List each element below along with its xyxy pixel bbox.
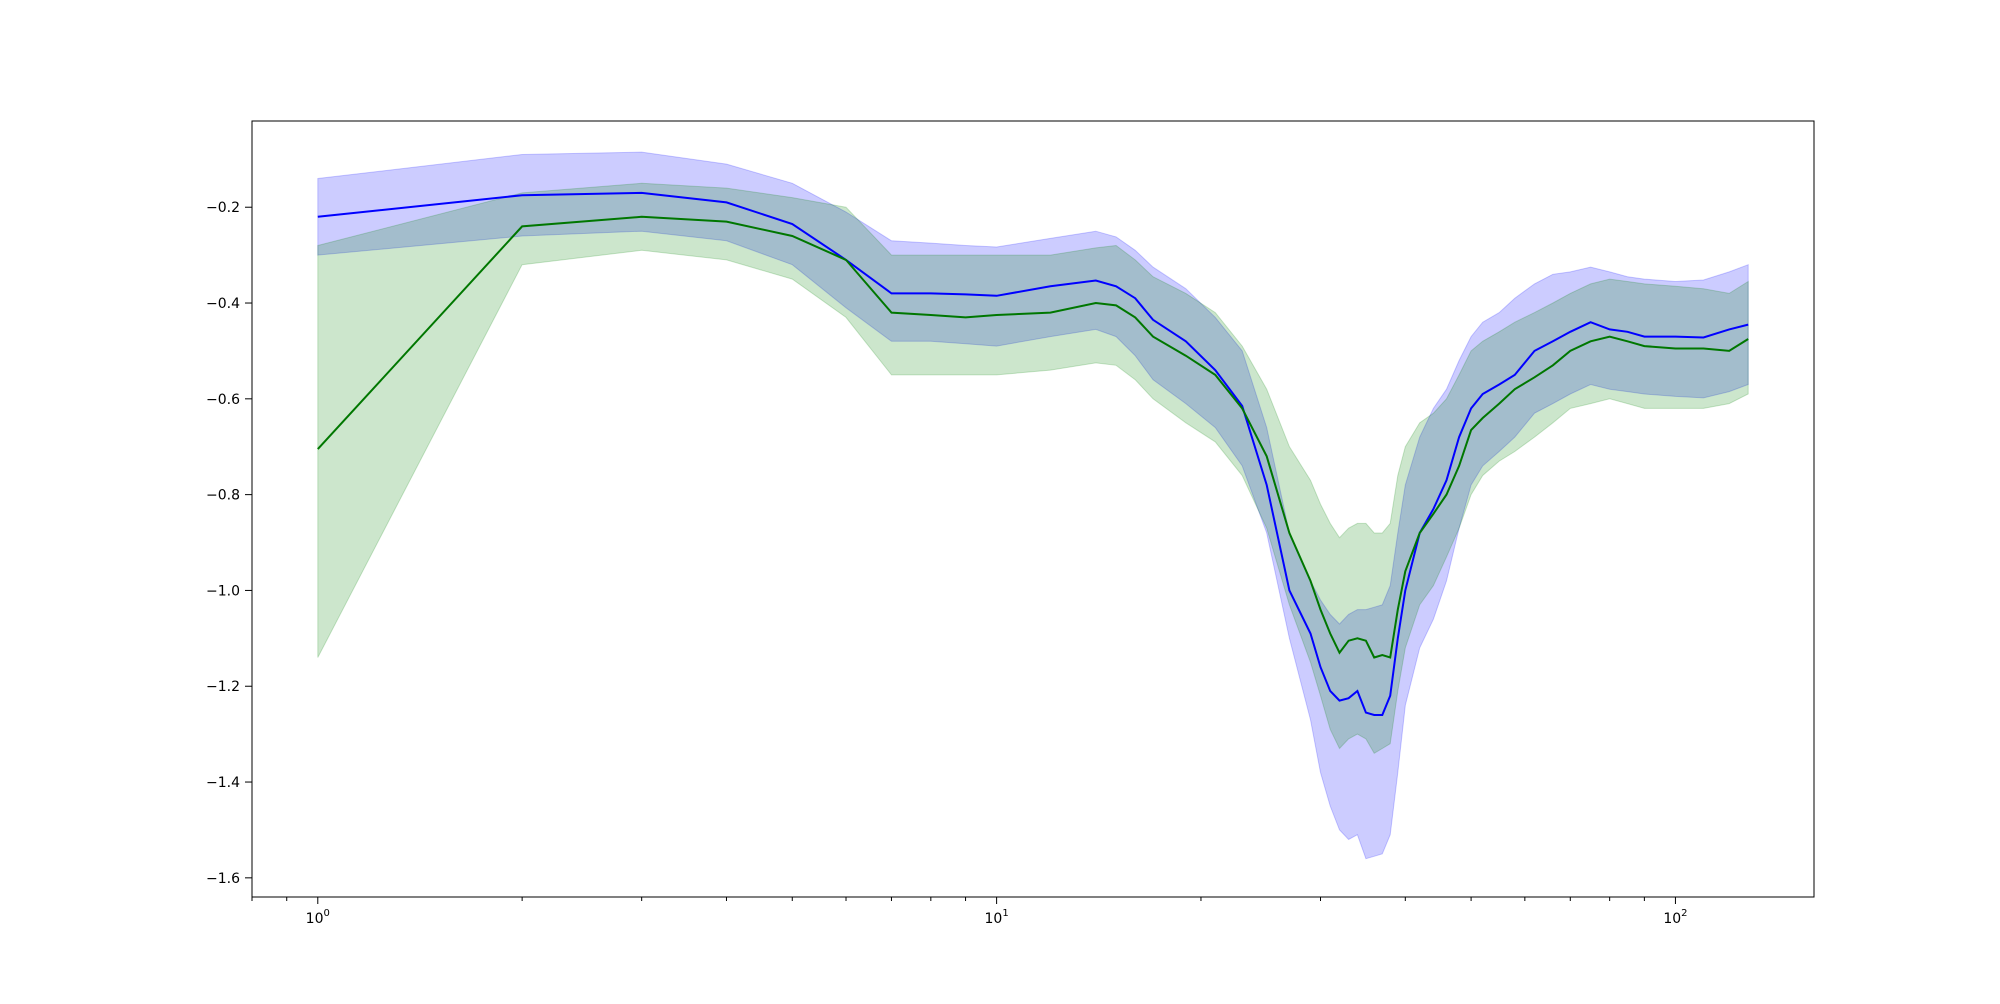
confidence-bands — [317, 151, 1749, 860]
y-tick-label: −0.6 — [206, 392, 240, 408]
y-tick-label: −1.4 — [206, 775, 240, 791]
x-axis: 100 101 102 — [251, 897, 1688, 927]
y-tick-label: −1.6 — [206, 871, 240, 887]
y-axis: −0.2 −0.4 −0.6 −0.8 −1.0 −1.2 −1.4 −1.6 — [206, 200, 252, 887]
y-tick-label: −1.0 — [206, 583, 240, 599]
series-0-band — [317, 151, 1749, 860]
series-1-line — [317, 215, 1749, 659]
series-0-line — [317, 191, 1749, 716]
y-tick-label: −1.2 — [206, 679, 240, 695]
x-tick-label: 101 — [985, 908, 1009, 927]
x-tick-label: 100 — [306, 908, 330, 927]
y-tick-label: −0.2 — [206, 200, 240, 216]
y-tick-label: −0.4 — [206, 296, 240, 312]
series-1-band — [317, 182, 1749, 754]
y-tick-label: −0.8 — [206, 488, 240, 504]
series-lines — [317, 191, 1749, 716]
plot-frame — [251, 120, 1815, 898]
x-tick-label: 102 — [1663, 908, 1687, 927]
